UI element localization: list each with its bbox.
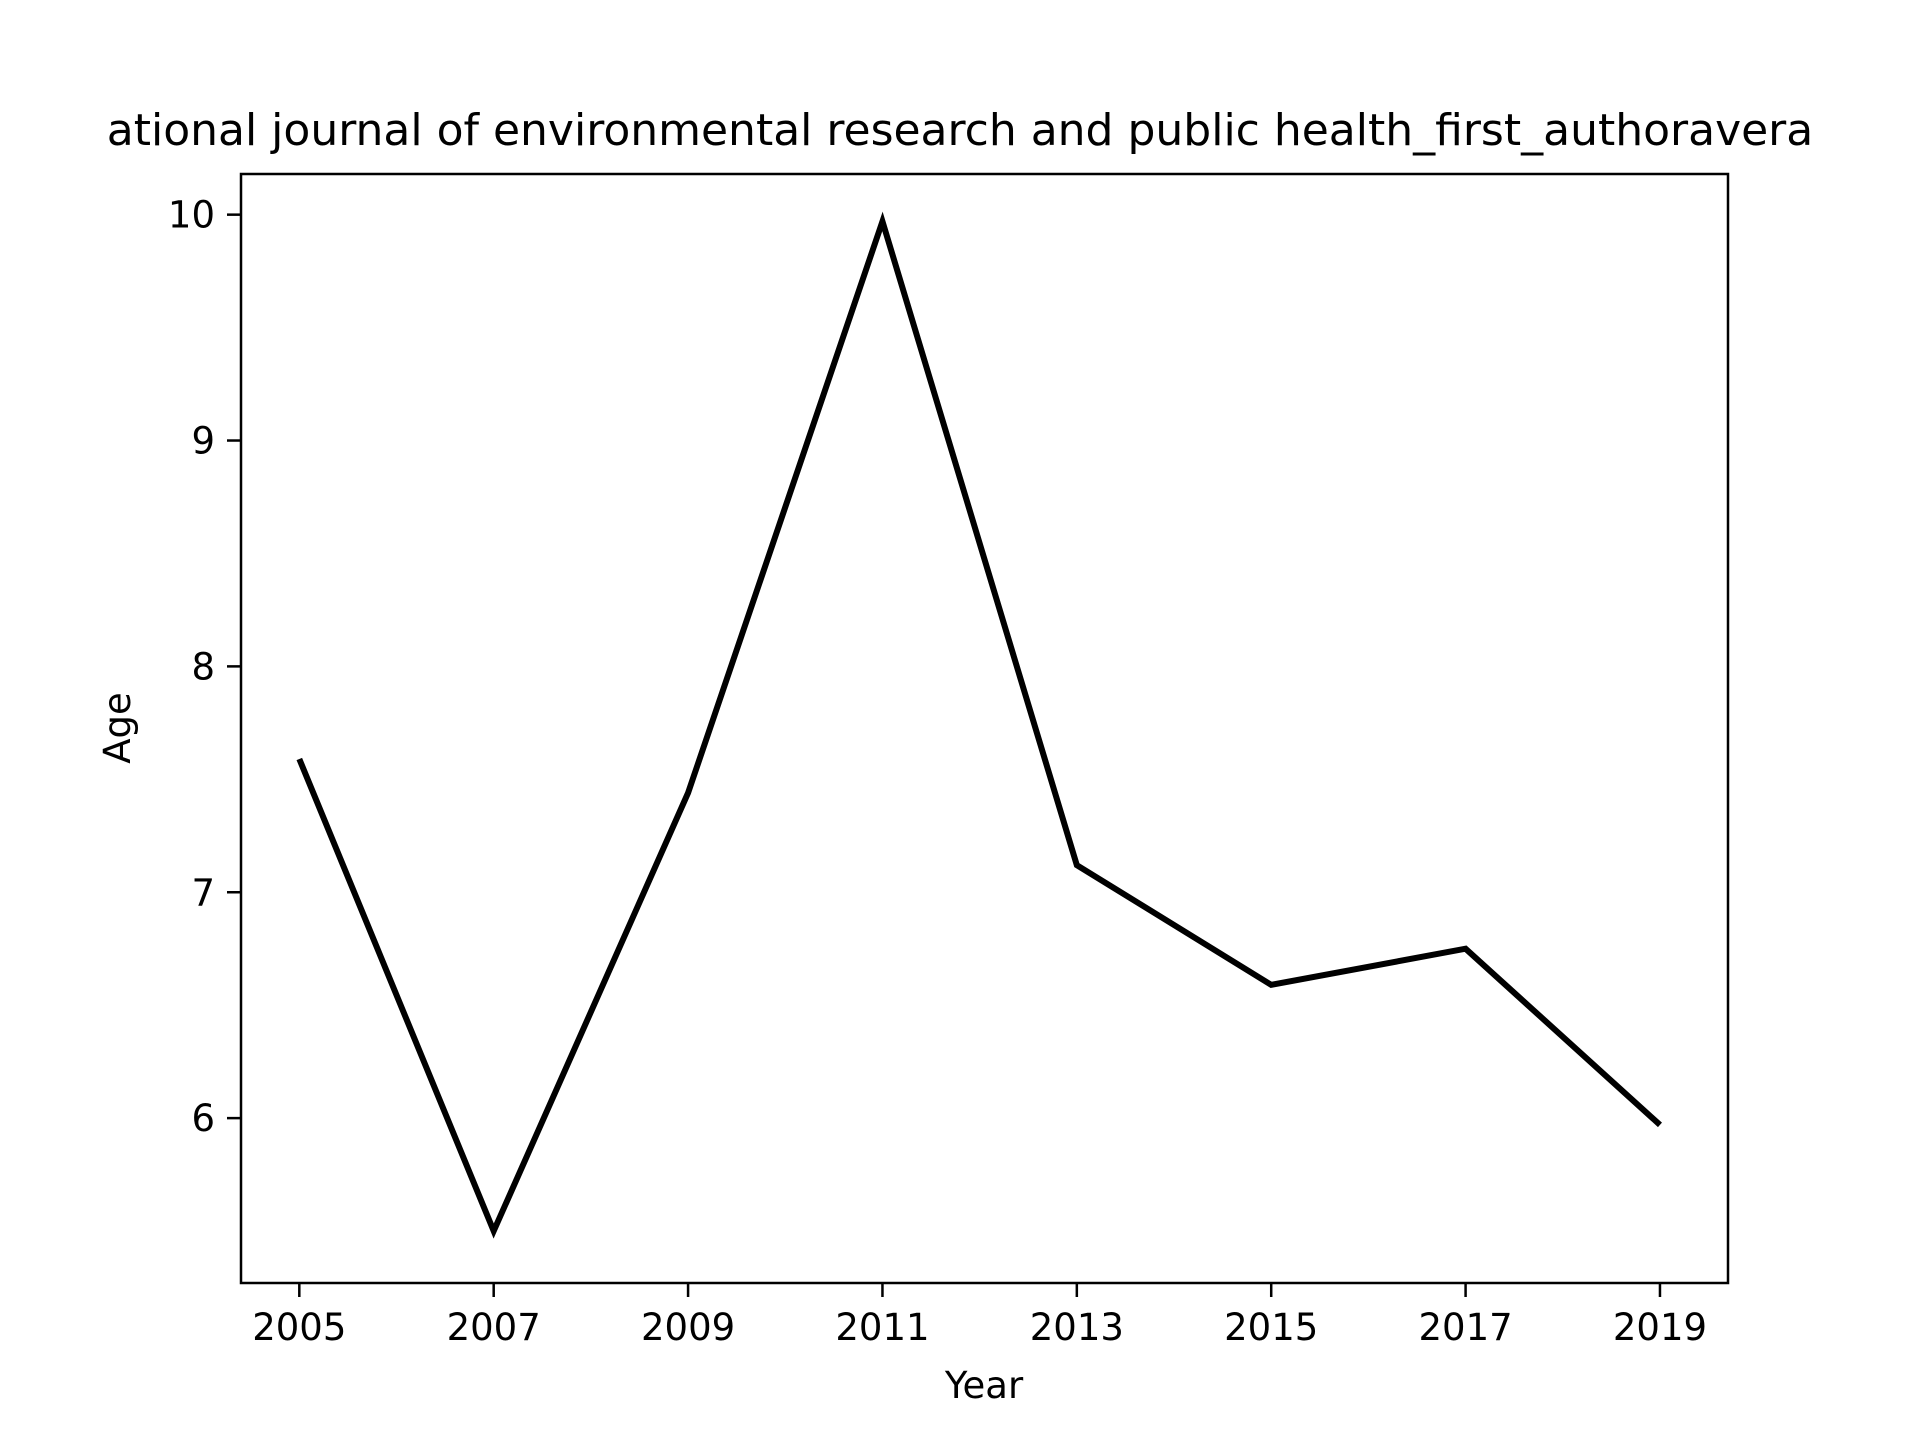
x-tick-label: 2007 bbox=[447, 1306, 541, 1349]
y-tick-label: 6 bbox=[191, 1097, 215, 1140]
x-axis: 2005 2007 2009 2011 2013 2015 2017 2019 bbox=[252, 1283, 1707, 1349]
x-tick-label: 2019 bbox=[1613, 1306, 1707, 1349]
y-tick-label: 7 bbox=[191, 871, 215, 914]
chart-title: ational journal of environmental researc… bbox=[107, 105, 1813, 156]
x-tick-label: 2017 bbox=[1419, 1306, 1513, 1349]
x-tick-label: 2015 bbox=[1224, 1306, 1318, 1349]
x-tick-label: 2011 bbox=[835, 1306, 929, 1349]
y-tick-label: 9 bbox=[191, 420, 215, 463]
y-axis: 6 7 8 9 10 bbox=[168, 194, 241, 1140]
x-axis-label: Year bbox=[944, 1364, 1024, 1407]
y-axis-label: Age bbox=[96, 692, 139, 764]
plot-frame bbox=[239, 172, 1730, 1285]
age-series-line bbox=[296, 211, 1662, 1239]
x-tick-label: 2013 bbox=[1030, 1306, 1124, 1349]
y-tick-label: 10 bbox=[168, 194, 215, 237]
x-tick-label: 2009 bbox=[641, 1306, 735, 1349]
x-tick-label: 2005 bbox=[252, 1306, 346, 1349]
y-tick-label: 8 bbox=[191, 645, 215, 688]
